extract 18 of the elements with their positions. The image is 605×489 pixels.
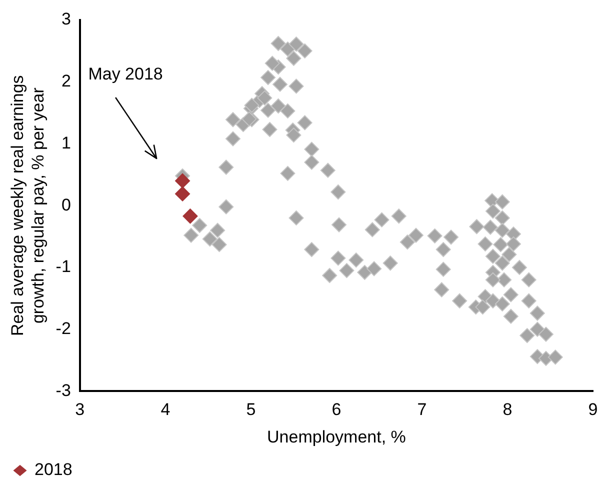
y-tick-label: -3 — [56, 380, 71, 400]
y-tick-label: -1 — [56, 257, 71, 276]
y-tick-label: 3 — [61, 10, 71, 29]
x-axis-title: Unemployment, % — [267, 427, 406, 446]
x-tick-label: 6 — [332, 400, 342, 420]
x-tick-label: 5 — [246, 400, 256, 420]
x-tick-label: 8 — [502, 400, 512, 420]
y-tick-label: 1 — [61, 133, 71, 152]
x-tick-label: 3 — [75, 400, 85, 420]
x-tick-label: 9 — [588, 400, 598, 420]
y-tick-label: 0 — [61, 195, 71, 214]
y-tick-label: 2 — [61, 72, 71, 91]
y-tick-label: -2 — [56, 319, 71, 338]
y-axis-title: Real average weekly real earnings growth, regular pay, % per year — [8, 75, 48, 336]
x-tick-label: 7 — [417, 400, 427, 420]
legend-label: 2018 — [34, 460, 72, 480]
x-tick-label: 4 — [160, 400, 170, 420]
annotation: May 2018 — [88, 64, 163, 84]
